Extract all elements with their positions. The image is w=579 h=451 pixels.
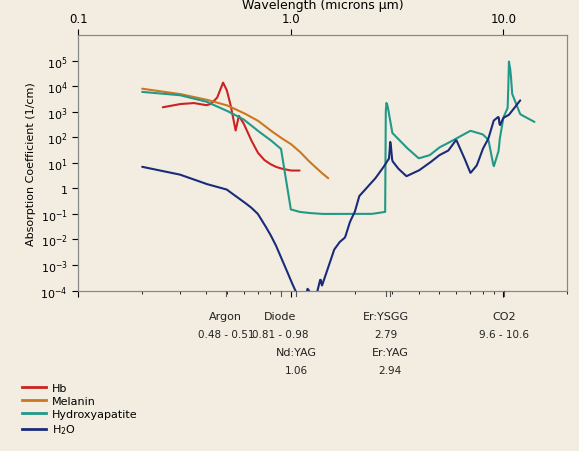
Text: Argon: Argon <box>210 311 243 321</box>
Text: 1.06: 1.06 <box>285 365 307 375</box>
Text: 2.79: 2.79 <box>374 329 397 339</box>
Text: 0.48 - 0.51: 0.48 - 0.51 <box>197 329 254 339</box>
Y-axis label: Absorption Coefficient (1/cm): Absorption Coefficient (1/cm) <box>26 82 36 245</box>
Text: Er:YAG: Er:YAG <box>372 347 409 357</box>
Text: Diode: Diode <box>265 311 296 321</box>
Text: Nd:YAG: Nd:YAG <box>276 347 317 357</box>
Legend: Hb, Melanin, Hydroxyapatite, H$_2$O: Hb, Melanin, Hydroxyapatite, H$_2$O <box>17 378 142 441</box>
Text: 9.6 - 10.6: 9.6 - 10.6 <box>479 329 529 339</box>
Text: 0.81 - 0.98: 0.81 - 0.98 <box>252 329 309 339</box>
Text: Er:YSGG: Er:YSGG <box>362 311 409 321</box>
Text: CO2: CO2 <box>493 311 516 321</box>
X-axis label: Wavelength (microns μm): Wavelength (microns μm) <box>242 0 404 12</box>
Text: 2.94: 2.94 <box>379 365 402 375</box>
